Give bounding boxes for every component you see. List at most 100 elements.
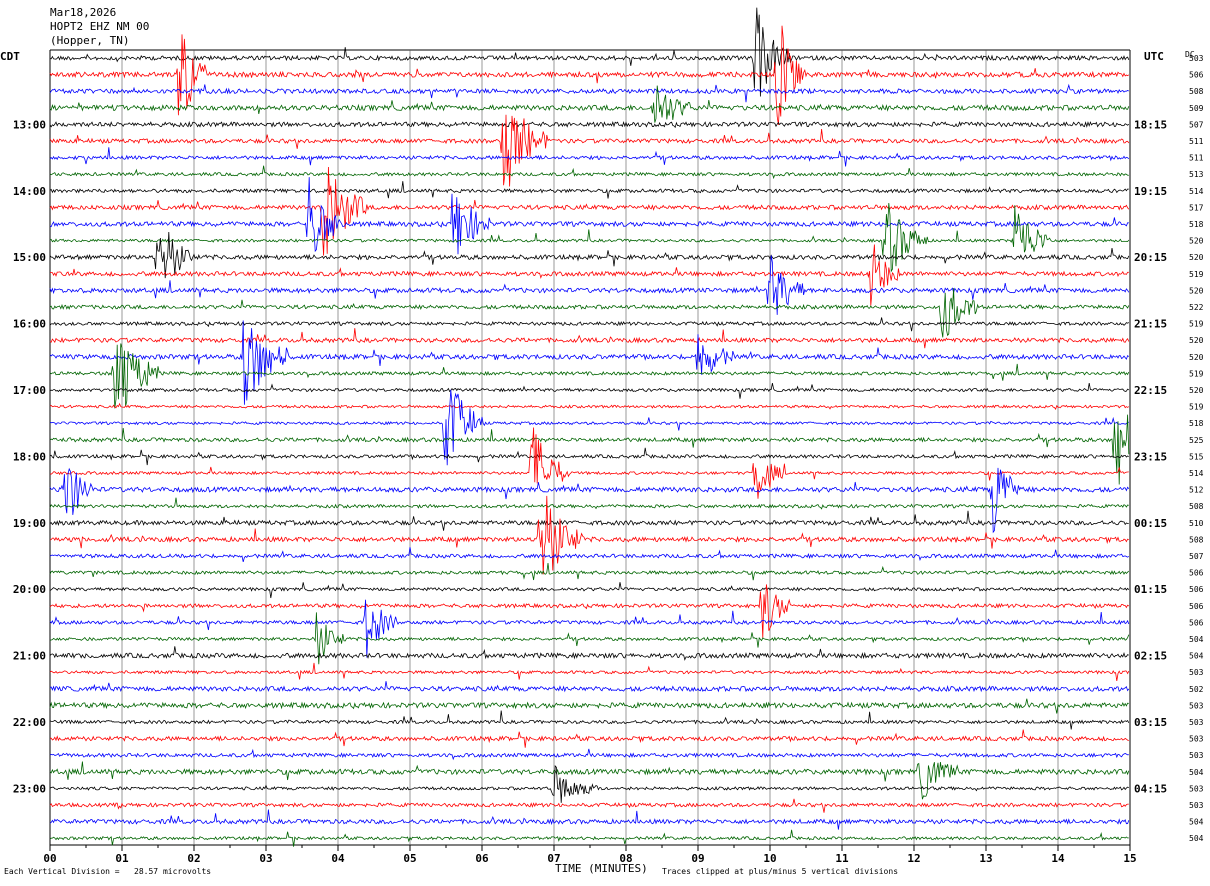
seismic-trace: [49, 231, 1130, 279]
dc-offset-label: 513: [1189, 170, 1204, 179]
dc-offset-label: 518: [1189, 419, 1204, 428]
dc-offset-label: 504: [1189, 818, 1204, 827]
seismic-trace: [49, 447, 1129, 466]
dc-offset-label: 503: [1189, 751, 1204, 760]
x-tick-label: 08: [619, 852, 632, 865]
seismic-trace: [49, 389, 1130, 466]
dc-offset-label: 525: [1189, 436, 1204, 445]
dc-offset-label: 503: [1189, 701, 1204, 710]
seismic-trace: [49, 729, 1129, 748]
right-time-tick-label: 03:15: [1134, 716, 1167, 729]
seismic-trace: [49, 244, 1129, 306]
seismic-trace: [49, 495, 1129, 575]
dc-offset-label: 508: [1189, 502, 1204, 511]
x-tick-label: 11: [835, 852, 849, 865]
dc-offset-label: 504: [1189, 635, 1204, 644]
x-tick-label: 13: [979, 852, 992, 865]
x-tick-label: 10: [763, 852, 776, 865]
dc-offset-label: 518: [1189, 220, 1204, 229]
dc-header-label: DC: [1185, 50, 1195, 59]
dc-offset-label: 508: [1189, 87, 1204, 96]
seismic-trace: [49, 646, 1129, 661]
seismic-trace: [49, 25, 1130, 126]
seismic-trace: [49, 497, 1129, 510]
left-time-tick-label: 18:00: [13, 450, 46, 463]
seismic-trace: [49, 427, 1129, 499]
x-tick-label: 03: [259, 852, 272, 865]
x-tick-label: 02: [187, 852, 200, 865]
left-time-tick-label: 21:00: [13, 650, 46, 663]
dc-offset-label: 506: [1189, 569, 1204, 578]
seismic-trace: [49, 288, 1130, 338]
left-time-tick-label: 14:00: [13, 185, 46, 198]
x-tick-label: 14: [1051, 852, 1065, 865]
x-tick-label: 12: [907, 852, 920, 865]
dc-offset-label: 503: [1189, 784, 1204, 793]
seismic-trace: [49, 181, 1129, 199]
seismic-trace: [49, 547, 1130, 563]
right-time-tick-label: 01:15: [1134, 583, 1167, 596]
dc-offset-label: 519: [1189, 403, 1204, 412]
x-tick-label: 05: [403, 852, 416, 865]
right-time-tick-label: 02:15: [1134, 650, 1167, 663]
dc-offset-label: 511: [1189, 137, 1204, 146]
seismic-trace: [49, 383, 1130, 399]
x-axis-title: TIME (MINUTES): [555, 862, 648, 875]
seismic-trace: [49, 467, 1130, 534]
seismic-trace: [49, 765, 1129, 803]
right-timezone-label: UTC: [1144, 50, 1164, 63]
seismic-trace: [49, 85, 1130, 123]
dc-offset-label: 503: [1189, 54, 1204, 63]
seismic-trace: [49, 809, 1130, 830]
dc-offset-label: 504: [1189, 834, 1204, 843]
seismic-trace: [49, 829, 1129, 847]
dc-offset-label: 503: [1189, 718, 1204, 727]
clip-note: Traces clipped at plus/minus 5 vertical …: [662, 867, 899, 876]
dc-offset-label: 506: [1189, 602, 1204, 611]
seismic-trace: [49, 710, 1130, 730]
dc-offset-label: 520: [1189, 353, 1204, 362]
left-timezone-label: CDT: [0, 50, 20, 63]
seismic-trace: [49, 165, 1129, 180]
scale-note: Each Vertical Division = 28.57 microvolt…: [4, 867, 212, 876]
seismic-trace: [49, 414, 1130, 485]
x-tick-label: 00: [43, 852, 56, 865]
seismic-trace: [49, 563, 1130, 581]
seismic-trace: [49, 7, 1130, 97]
x-tick-label: 09: [691, 852, 704, 865]
right-time-tick-label: 04:15: [1134, 782, 1167, 795]
seismic-trace: [49, 402, 1130, 410]
seismic-trace: [49, 114, 1130, 187]
x-tick-label: 15: [1123, 852, 1136, 865]
left-time-tick-label: 19:00: [13, 517, 46, 530]
dc-offset-label: 506: [1189, 585, 1204, 594]
dc-offset-label: 520: [1189, 253, 1204, 262]
seismic-trace: [49, 328, 1130, 349]
seismic-trace: [49, 202, 1130, 273]
dc-offset-label: 509: [1189, 104, 1204, 113]
seismic-trace: [49, 147, 1130, 167]
right-time-tick-label: 19:15: [1134, 185, 1167, 198]
seismic-trace: [49, 584, 1130, 639]
dc-offset-label: 512: [1189, 486, 1204, 495]
seismic-trace: [49, 343, 1130, 409]
dc-offset-label: 520: [1189, 336, 1204, 345]
seismic-trace: [49, 761, 1130, 800]
station-label: HOPT2 EHZ NM 00: [50, 20, 150, 33]
left-time-tick-label: 13:00: [13, 118, 46, 131]
seismic-trace: [49, 681, 1130, 693]
dc-offset-label: 503: [1189, 735, 1204, 744]
dc-offset-label: 506: [1189, 71, 1204, 80]
right-time-tick-label: 00:15: [1134, 517, 1167, 530]
dc-offset-label: 517: [1189, 203, 1204, 212]
right-time-tick-label: 23:15: [1134, 450, 1167, 463]
dc-offset-label: 522: [1189, 303, 1204, 312]
right-time-tick-label: 22:15: [1134, 384, 1167, 397]
seismic-trace: [49, 255, 1130, 315]
dc-offset-label: 507: [1189, 552, 1204, 561]
x-tick-label: 04: [331, 852, 345, 865]
left-time-tick-label: 23:00: [13, 782, 46, 795]
left-time-tick-label: 20:00: [13, 583, 46, 596]
dc-offset-label: 520: [1189, 237, 1204, 246]
seismic-trace: [49, 320, 1130, 405]
